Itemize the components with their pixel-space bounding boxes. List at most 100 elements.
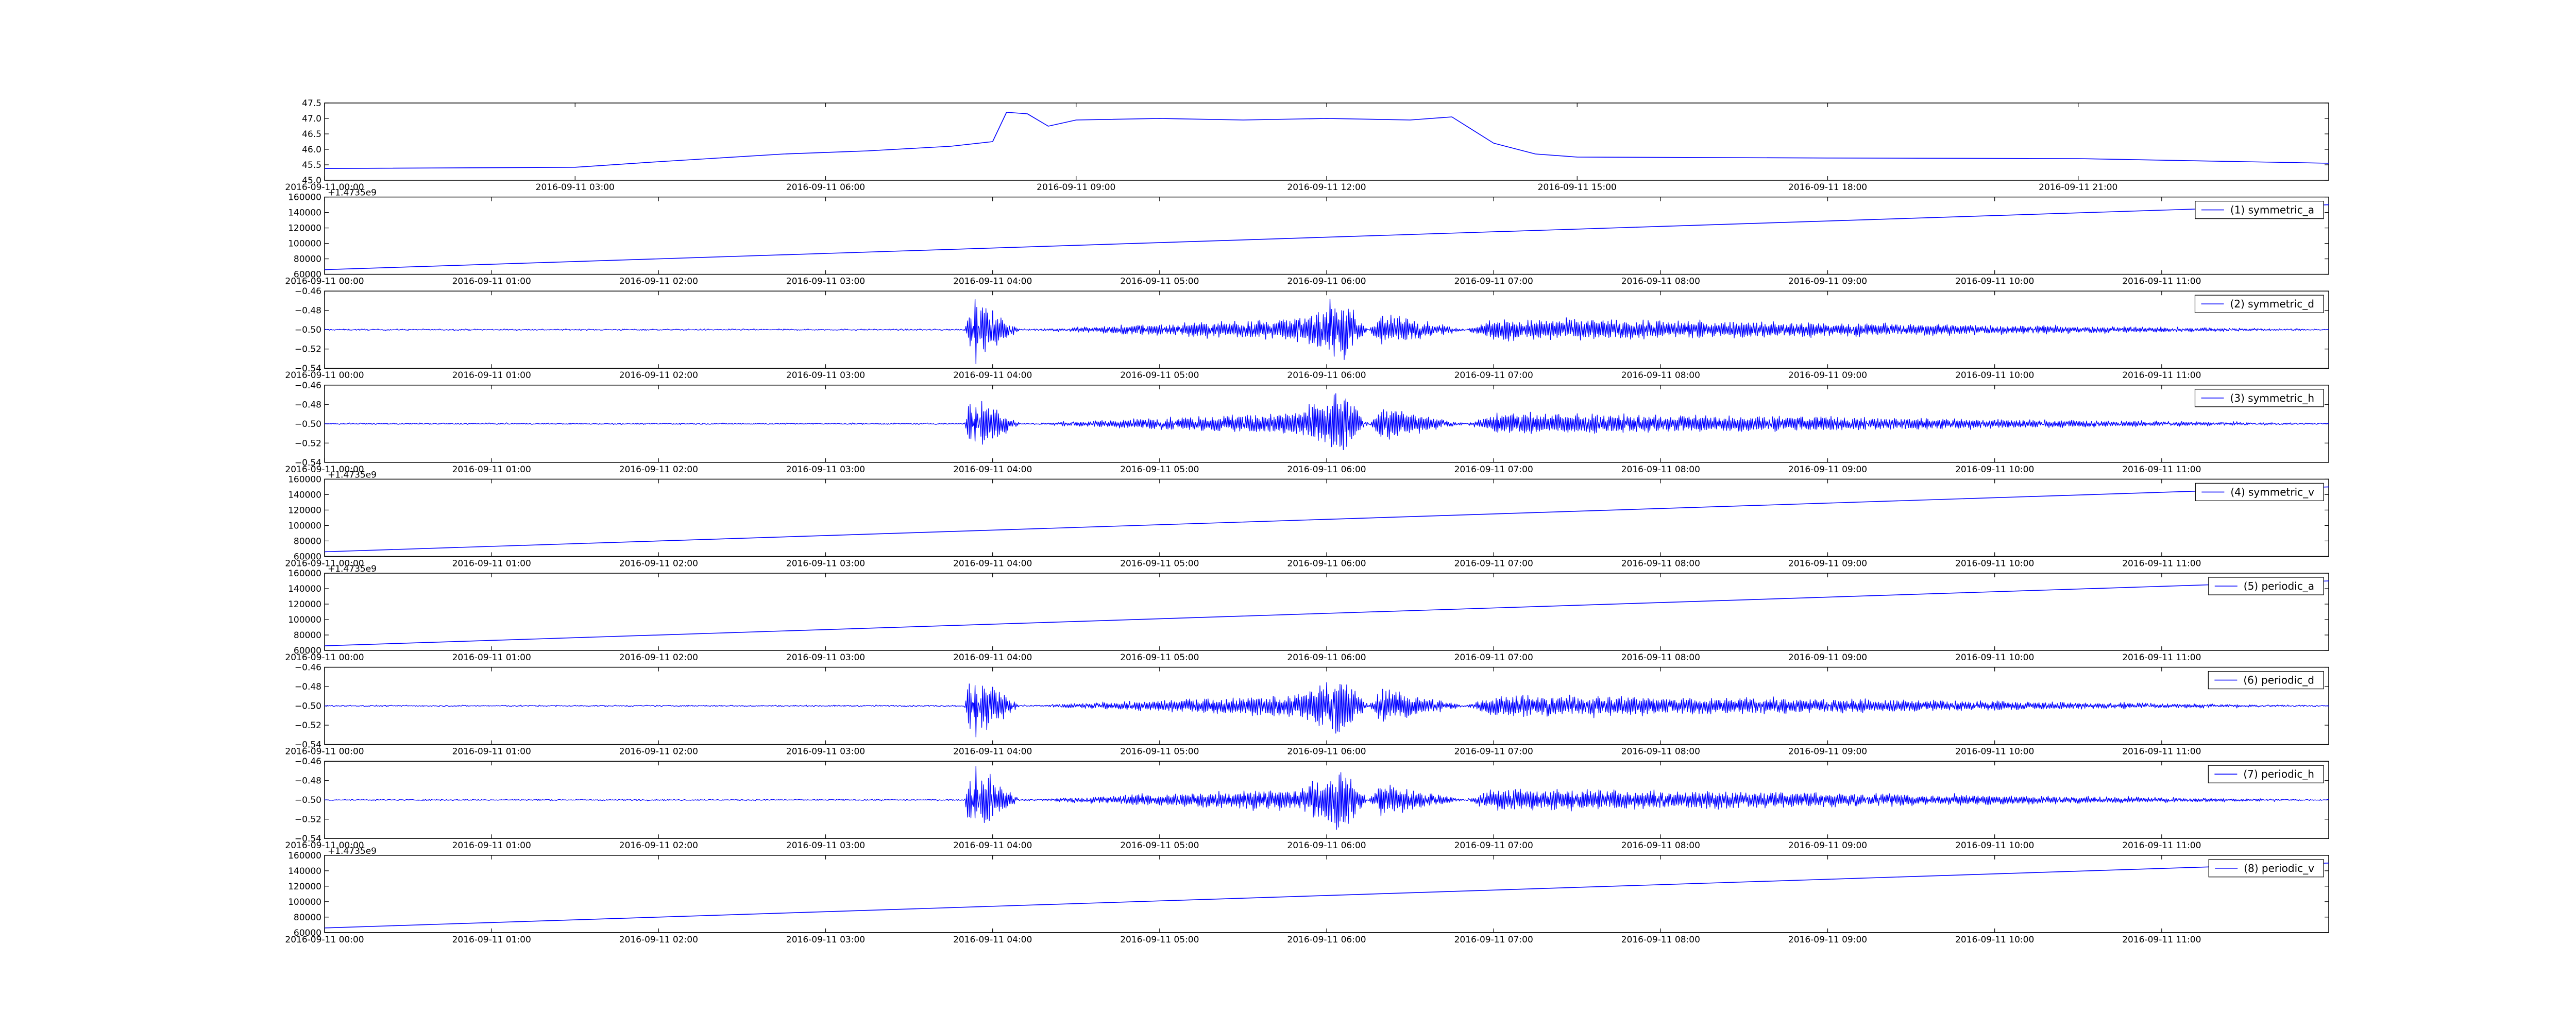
x-tick-label: 2016-09-11 01:00 [452, 558, 531, 569]
x-tick-label: 2016-09-11 05:00 [1120, 465, 1199, 475]
y-tick-label: −0.54 [295, 364, 321, 374]
series-line [324, 580, 2329, 646]
y-tick-label: −0.48 [295, 682, 321, 692]
subplot-1: 45.0 45.5 46.0 46.5 47.0 47.5 2016-09-11 00:00… [285, 98, 2329, 193]
legend-label: (4) symmetric_v [2230, 486, 2314, 498]
y-tick-label: 80000 [294, 630, 321, 641]
y-tick-label: −0.48 [295, 306, 321, 316]
series-line [325, 298, 2329, 365]
y-tick-label: 80000 [294, 536, 321, 546]
subplot-6: 60000 80000 100000 120000 140000 160000 2016-0… [285, 564, 2329, 663]
y-tick-label: −0.46 [295, 663, 321, 673]
y-tick-label: −0.46 [295, 286, 321, 297]
x-tick-label: 2016-09-11 04:00 [953, 840, 1032, 851]
legend-label: (6) periodic_d [2243, 674, 2314, 686]
legend: (4) symmetric_v [2195, 483, 2324, 502]
y-tick-label: 60000 [294, 552, 321, 562]
y-tick-label: −0.50 [295, 701, 321, 712]
x-tick-label: 2016-09-11 01:00 [452, 935, 531, 945]
y-tick-label: 45.0 [302, 176, 321, 186]
subplot-9: 60000 80000 100000 120000 140000 160000 2016-0… [285, 846, 2329, 945]
series-line [324, 766, 2329, 830]
x-tick-label: 2016-09-11 03:00 [786, 465, 865, 475]
x-tick-label: 2016-09-11 12:00 [1287, 182, 1366, 193]
x-offset-label: +1.4735e9 [328, 846, 377, 856]
legend: (6) periodic_d [2208, 671, 2324, 690]
x-tick-label: 2016-09-11 09:00 [1788, 370, 1867, 381]
x-tick-label: 2016-09-11 08:00 [1621, 465, 1700, 475]
legend: (2) symmetric_d [2194, 295, 2324, 313]
x-tick-label: 2016-09-11 06:00 [1287, 653, 1366, 663]
series-line [324, 682, 2329, 737]
x-tick-label: 2016-09-11 09:00 [1788, 840, 1867, 851]
x-tick-label: 2016-09-11 08:00 [1621, 277, 1700, 287]
x-tick-label: 2016-09-11 02:00 [619, 465, 698, 475]
x-tick-label: 2016-09-11 04:00 [953, 747, 1032, 757]
legend-label: (3) symmetric_h [2230, 392, 2314, 404]
x-offset-label: +1.4735e9 [328, 188, 377, 198]
y-tick-label: 46.5 [302, 129, 321, 140]
y-tick-label: −0.48 [295, 400, 321, 410]
y-tick-label: 100000 [288, 521, 321, 531]
legend-label: (5) periodic_a [2244, 580, 2314, 592]
x-tick-label: 2016-09-11 11:00 [2122, 558, 2201, 569]
x-tick-label: 2016-09-11 07:00 [1454, 653, 1533, 663]
y-tick-label: 160000 [288, 569, 321, 579]
legend-label: (1) symmetric_a [2230, 204, 2314, 216]
x-tick-label: 2016-09-11 05:00 [1120, 935, 1199, 945]
x-tick-label: 2016-09-11 01:00 [452, 370, 531, 381]
x-tick-label: 2016-09-11 07:00 [1454, 558, 1533, 569]
x-tick-label: 2016-09-11 07:00 [1454, 747, 1533, 757]
x-tick-label: 2016-09-11 08:00 [1621, 558, 1700, 569]
x-tick-label: 2016-09-11 09:00 [1788, 465, 1867, 475]
x-tick-label: 2016-09-11 03:00 [786, 935, 865, 945]
x-tick-label: 2016-09-11 07:00 [1454, 935, 1533, 945]
y-tick-label: 120000 [288, 882, 321, 892]
x-tick-label: 2016-09-11 11:00 [2122, 653, 2201, 663]
x-tick-label: 2016-09-11 09:00 [1788, 747, 1867, 757]
x-tick-label: 2016-09-11 10:00 [1955, 653, 2034, 663]
y-tick-label: −0.52 [295, 438, 321, 449]
x-tick-label: 2016-09-11 01:00 [452, 277, 531, 287]
x-tick-label: 2016-09-11 06:00 [1287, 935, 1366, 945]
y-tick-label: 120000 [288, 224, 321, 234]
x-tick-label: 2016-09-11 04:00 [953, 935, 1032, 945]
y-tick-label: 160000 [288, 193, 321, 203]
x-tick-label: 2016-09-11 09:00 [1788, 558, 1867, 569]
x-tick-label: 2016-09-11 10:00 [1955, 465, 2034, 475]
y-tick-label: 160000 [288, 474, 321, 485]
y-tick-label: 100000 [288, 897, 321, 907]
x-tick-label: 2016-09-11 10:00 [1955, 277, 2034, 287]
x-tick-label: 2016-09-11 10:00 [1955, 370, 2034, 381]
y-tick-label: 80000 [294, 913, 321, 923]
legend: (7) periodic_h [2208, 765, 2324, 783]
legend-label: (7) periodic_h [2243, 768, 2314, 780]
x-tick-label: 2016-09-11 11:00 [2122, 277, 2201, 287]
x-tick-label: 2016-09-11 07:00 [1454, 370, 1533, 381]
x-tick-label: 2016-09-11 11:00 [2122, 747, 2201, 757]
x-tick-label: 2016-09-11 00:00 [285, 840, 364, 851]
y-tick-label: −0.48 [295, 776, 321, 786]
y-tick-label: 160000 [288, 851, 321, 861]
y-tick-label: −0.50 [295, 419, 321, 430]
x-tick-label: 2016-09-11 11:00 [2122, 840, 2201, 851]
x-tick-label: 2016-09-11 05:00 [1120, 747, 1199, 757]
x-tick-label: 2016-09-11 00:00 [285, 370, 364, 381]
x-tick-label: 2016-09-11 06:00 [1287, 370, 1366, 381]
x-tick-label: 2016-09-11 00:00 [285, 465, 364, 475]
y-tick-label: 47.0 [302, 114, 321, 124]
x-tick-label: 2016-09-11 04:00 [953, 465, 1032, 475]
x-tick-label: 2016-09-11 18:00 [1788, 182, 1867, 193]
y-tick-label: −0.46 [295, 757, 321, 767]
x-tick-label: 2016-09-11 03:00 [536, 182, 615, 193]
x-tick-label: 2016-09-11 00:00 [285, 653, 364, 663]
x-tick-label: 2016-09-11 04:00 [953, 558, 1032, 569]
x-tick-label: 2016-09-11 02:00 [619, 558, 698, 569]
x-tick-label: 2016-09-11 00:00 [285, 558, 364, 569]
subplot-5: 60000 80000 100000 120000 140000 160000 2016-0… [285, 470, 2329, 569]
x-tick-label: 2016-09-11 08:00 [1621, 747, 1700, 757]
x-tick-label: 2016-09-11 03:00 [786, 747, 865, 757]
x-tick-label: 2016-09-11 02:00 [619, 277, 698, 287]
x-tick-label: 2016-09-11 21:00 [2039, 182, 2117, 193]
